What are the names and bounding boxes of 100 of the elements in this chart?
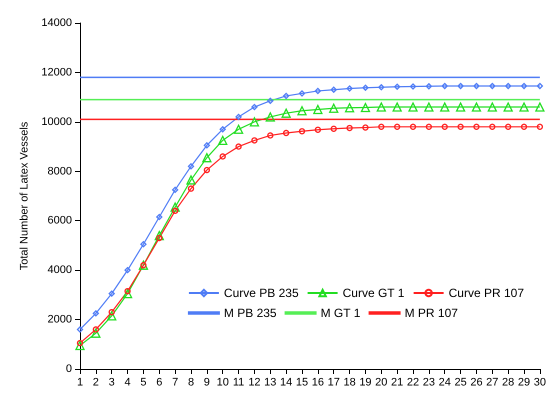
point [298,90,306,97]
x-tick-label: 12 [248,376,261,388]
point [172,208,178,214]
point [394,84,400,90]
point [504,102,513,112]
x-tick-label: 1 [76,376,84,388]
point [520,124,528,130]
x-tick-label: 23 [422,376,435,388]
legend-label: M PR 107 [404,306,458,320]
y-tick-label: 0 [66,363,72,375]
x-tick-label: 30 [534,376,546,388]
point [251,104,258,110]
point [360,102,370,112]
x-tick-label: 24 [438,376,451,388]
x-tick-label: 5 [140,376,146,388]
x-tick-label: 2 [92,376,99,388]
point [154,230,164,240]
x-tick-label: 21 [391,376,404,388]
x-tick-label: 9 [204,376,210,388]
point [186,175,196,185]
point [472,102,482,112]
point [344,103,354,112]
point [108,290,115,297]
x-tick-label: 10 [216,376,229,388]
x-tick-label: 17 [328,376,340,388]
point [250,117,260,127]
x-tick-label: 29 [518,376,530,388]
point [235,143,242,150]
point [505,82,512,90]
point [220,153,226,160]
x-tick-label: 20 [375,376,388,388]
point [220,126,226,132]
point [266,112,275,122]
point [489,124,496,130]
x-tick-label: 28 [502,376,514,388]
point [346,124,353,132]
point [107,311,116,321]
y-tick-label: 2000 [48,314,72,326]
point [204,166,210,174]
point [473,124,480,130]
point [283,130,290,136]
point [426,124,432,130]
point [392,102,402,112]
legend-label: Curve PB 235 [224,286,299,300]
point [234,124,244,134]
legend-label: Curve PR 107 [448,286,524,300]
point [442,82,448,90]
point [362,124,369,131]
point [204,142,210,148]
point [488,102,497,112]
point [298,128,306,134]
x-tick-label: 3 [108,376,115,388]
point [124,266,131,274]
x-tick-label: 15 [296,376,308,388]
point [170,202,180,212]
x-tick-label: 26 [470,376,483,388]
legend-label: M GT 1 [320,306,361,320]
point [410,83,416,90]
x-tick-label: 6 [156,376,162,388]
x-tick-label: 22 [406,376,420,388]
point [442,124,448,130]
point [76,326,84,333]
x-tick-label: 19 [359,376,372,388]
legend-label: Curve GT 1 [342,286,405,300]
point [122,288,132,298]
y-tick-label: 14000 [41,17,72,29]
point [91,328,101,338]
point [489,82,496,90]
y-tick-label: 8000 [48,165,72,178]
point [394,124,400,130]
point [376,102,386,112]
point [426,83,432,90]
point [188,163,194,170]
point [92,310,100,317]
point [330,126,337,132]
point [330,86,337,93]
x-tick-label: 11 [232,376,244,388]
point [362,84,369,91]
point [140,241,147,248]
point [378,124,384,130]
point [188,185,194,192]
point [505,124,512,130]
y-axis-title: Total Number of Latex Vessels [18,121,30,270]
point [378,84,384,90]
x-tick-label: 18 [343,376,356,388]
point [424,102,434,112]
x-tick-label: 8 [188,376,194,388]
x-tick-label: 25 [454,376,467,388]
point [519,102,529,112]
point [457,82,464,90]
x-tick-label: 7 [172,376,178,388]
point [267,98,274,104]
point [283,92,290,100]
y-tick-label: 10000 [41,116,72,128]
point [314,88,322,94]
x-tick-label: 4 [124,376,131,388]
point [520,82,528,90]
point [156,214,162,220]
point [408,102,418,112]
x-tick-label: 14 [280,376,292,388]
